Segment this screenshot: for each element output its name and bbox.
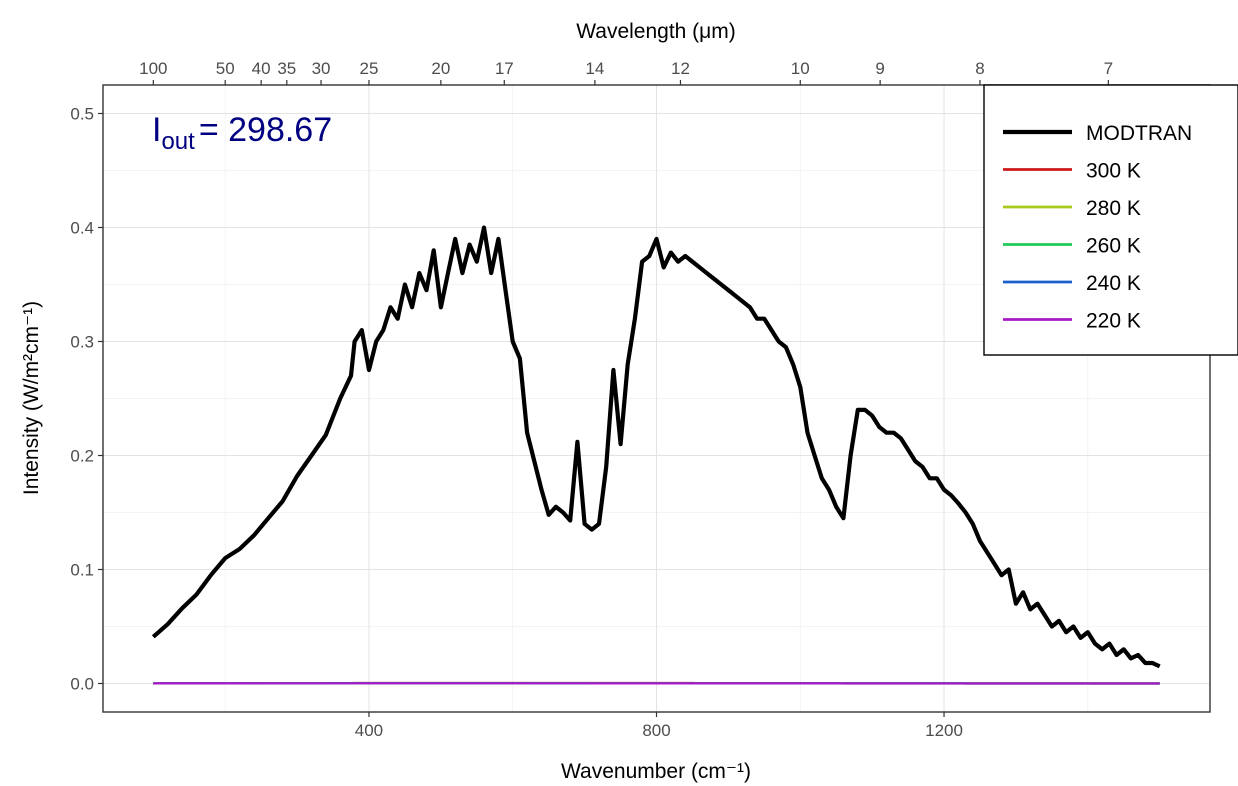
grid-major [103,85,1210,712]
y-tick-label: 0.2 [70,447,94,466]
top-tick-label: 14 [585,59,604,78]
legend-label: 220 K [1086,310,1141,333]
x-tick-label: 800 [642,721,670,740]
top-tick-label: 20 [431,59,450,78]
legend: MODTRAN 300 K 280 K 260 K 240 K 220 K [983,84,1238,356]
top-tick-label: 9 [875,59,884,78]
top-tick-label: 35 [277,59,296,78]
x-axis-title: Wavenumber (cm⁻¹) [561,760,751,783]
y-axis-title-main: Intensity (W/m²cm⁻¹) [20,301,43,495]
top-tick-label: 10 [791,59,810,78]
y-axis-title: Intensity (W/m²cm⁻¹) [20,301,43,495]
top-axis-title-main: Wavelength (μm) [576,20,736,43]
top-tick-label: 40 [252,59,271,78]
series-line-modtran [151,225,1161,669]
legend-label: 260 K [1086,235,1141,258]
y-tick-label: 0.5 [70,105,94,124]
axis-layer: 400 800 1200 0.0 0.1 0.2 0.3 0.4 0.5 100 50 40 35 30 2… [70,59,1113,740]
top-tick-label: 7 [1104,59,1113,78]
legend-label: 300 K [1086,160,1141,183]
annotation-subscript: out [161,128,195,155]
top-tick-label: 8 [975,59,984,78]
top-tick-label: 17 [495,59,514,78]
top-tick-label: 100 [139,59,167,78]
legend-label: 280 K [1086,197,1141,220]
y-tick-label: 0.3 [70,333,94,352]
x-tick-label: 400 [355,721,383,740]
top-axis-title: Wavelength (μm) [576,20,736,43]
x-tick-label: 1200 [925,721,963,740]
top-tick-label: 50 [216,59,235,78]
y-tick-label: 0.1 [70,561,94,580]
legend-label: 240 K [1086,272,1141,295]
top-tick-label: 30 [312,59,331,78]
legend-label: MODTRAN [1086,122,1192,145]
y-tick-label: 0.0 [70,675,94,694]
top-tick-label: 25 [360,59,379,78]
x-axis-title-main: Wavenumber (cm⁻¹) [561,760,751,783]
top-tick-label: 12 [671,59,690,78]
annotation-value: = 298.67 [199,111,332,149]
annotation-base: I [152,111,161,149]
series-layer [151,225,1161,685]
y-tick-label: 0.4 [70,219,94,238]
outgoing-intensity-annotation: Iout = 298.67 [152,111,332,155]
